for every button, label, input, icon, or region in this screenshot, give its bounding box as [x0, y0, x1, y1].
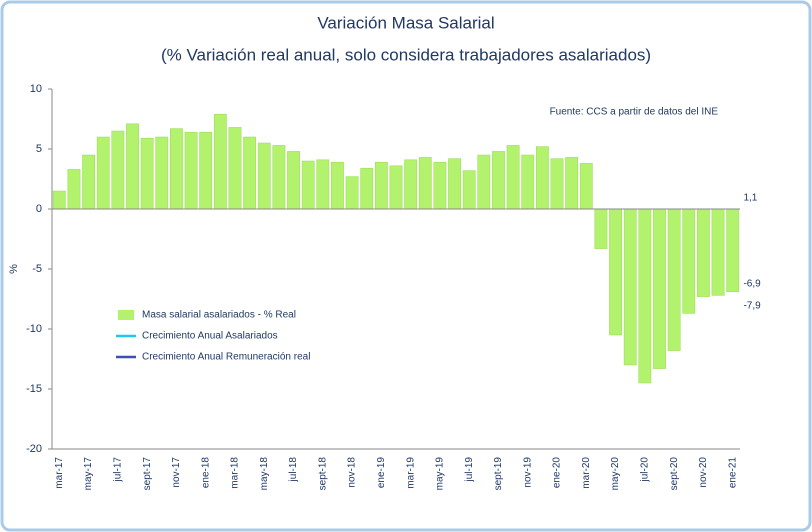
chart-subtitle: (% Variación real anual, solo considera …: [161, 45, 651, 64]
value-label: 1,1: [743, 192, 757, 203]
x-tick-label: may-17: [83, 457, 94, 491]
bar: [594, 208, 608, 249]
bar: [243, 136, 257, 210]
bar: [67, 169, 81, 210]
bar: [609, 208, 622, 336]
bar: [287, 151, 300, 210]
value-label: -7,9: [743, 300, 761, 311]
y-axis-label: %: [8, 264, 20, 274]
bar: [535, 146, 549, 210]
bar: [155, 136, 169, 210]
legend-label: Crecimiento Anual Remuneración real: [142, 352, 310, 363]
bar: [272, 145, 286, 210]
legend-label: Masa salarial asalariados - % Real: [142, 310, 296, 321]
y-tick-label: -5: [32, 263, 42, 275]
x-tick-label: jul-19: [464, 457, 475, 483]
bar: [52, 190, 66, 210]
legend-swatch: [118, 310, 134, 320]
x-tick-label: mar-17: [54, 457, 65, 489]
x-tick-label: jul-18: [288, 457, 299, 483]
x-tick-label: jul-17: [113, 457, 124, 483]
bar: [96, 136, 110, 210]
y-tick-label: -10: [26, 323, 42, 335]
x-tick-label: sept-20: [669, 457, 680, 491]
x-tick-label: mar-18: [230, 457, 241, 489]
bar: [213, 113, 227, 210]
chart-title: Variación Masa Salarial: [317, 13, 494, 32]
bar: [711, 208, 725, 296]
bar: [170, 128, 183, 210]
bar: [257, 142, 271, 210]
bar: [477, 154, 491, 210]
y-tick-label: -15: [26, 383, 42, 395]
x-tick-label: may-20: [610, 457, 621, 491]
x-tick-label: may-19: [435, 457, 446, 491]
bar: [521, 154, 535, 210]
bar: [374, 161, 388, 210]
x-tick-label: nov-18: [347, 457, 358, 488]
x-tick-label: nov-17: [171, 457, 182, 488]
bar: [506, 145, 520, 210]
bar: [492, 151, 505, 210]
x-tick-label: jul-20: [639, 457, 650, 483]
bar: [331, 161, 344, 210]
x-tick-label: ene-19: [376, 457, 387, 489]
x-tick-label: ene-20: [552, 457, 563, 489]
x-tick-label: ene-21: [727, 457, 738, 489]
bar: [550, 158, 564, 210]
bar: [360, 167, 374, 210]
bar: [140, 137, 154, 210]
bar: [199, 131, 213, 210]
bar: [316, 159, 330, 210]
bar: [638, 208, 652, 384]
x-tick-label: mar-19: [405, 457, 416, 489]
bar: [184, 131, 198, 210]
y-tick-label: 10: [30, 83, 42, 95]
bar: [345, 176, 359, 210]
bar: [433, 161, 447, 210]
bar: [404, 159, 418, 210]
bar: [82, 154, 95, 210]
bar: [565, 157, 579, 210]
bar: [448, 158, 461, 210]
x-tick-label: may-18: [259, 457, 270, 491]
x-tick-label: sept-19: [493, 457, 504, 491]
bar: [389, 165, 403, 210]
bar: [579, 163, 593, 210]
x-tick-label: nov-20: [698, 457, 709, 488]
bar: [682, 208, 696, 314]
source-note: Fuente: CCS a partir de datos del INE: [550, 107, 719, 118]
x-tick-label: nov-19: [522, 457, 533, 488]
value-label: -6,9: [743, 278, 761, 289]
bar: [667, 208, 681, 351]
y-tick-label: -20: [26, 443, 42, 455]
y-tick-label: 5: [36, 143, 42, 155]
x-tick-label: sept-18: [317, 457, 328, 491]
bar: [111, 130, 125, 210]
y-tick-label: 0: [36, 203, 42, 215]
bar: [228, 127, 242, 210]
x-tick-label: mar-20: [581, 457, 592, 489]
bar: [623, 208, 637, 366]
x-tick-label: ene-18: [200, 457, 211, 489]
bar: [462, 170, 476, 210]
bar: [697, 208, 710, 297]
legend-label: Crecimiento Anual Asalariados: [142, 331, 278, 342]
bar: [653, 208, 666, 369]
bar: [126, 123, 139, 210]
bar: [301, 160, 315, 210]
bar: [726, 208, 740, 293]
x-tick-label: sept-17: [142, 457, 153, 491]
bar: [418, 157, 432, 210]
